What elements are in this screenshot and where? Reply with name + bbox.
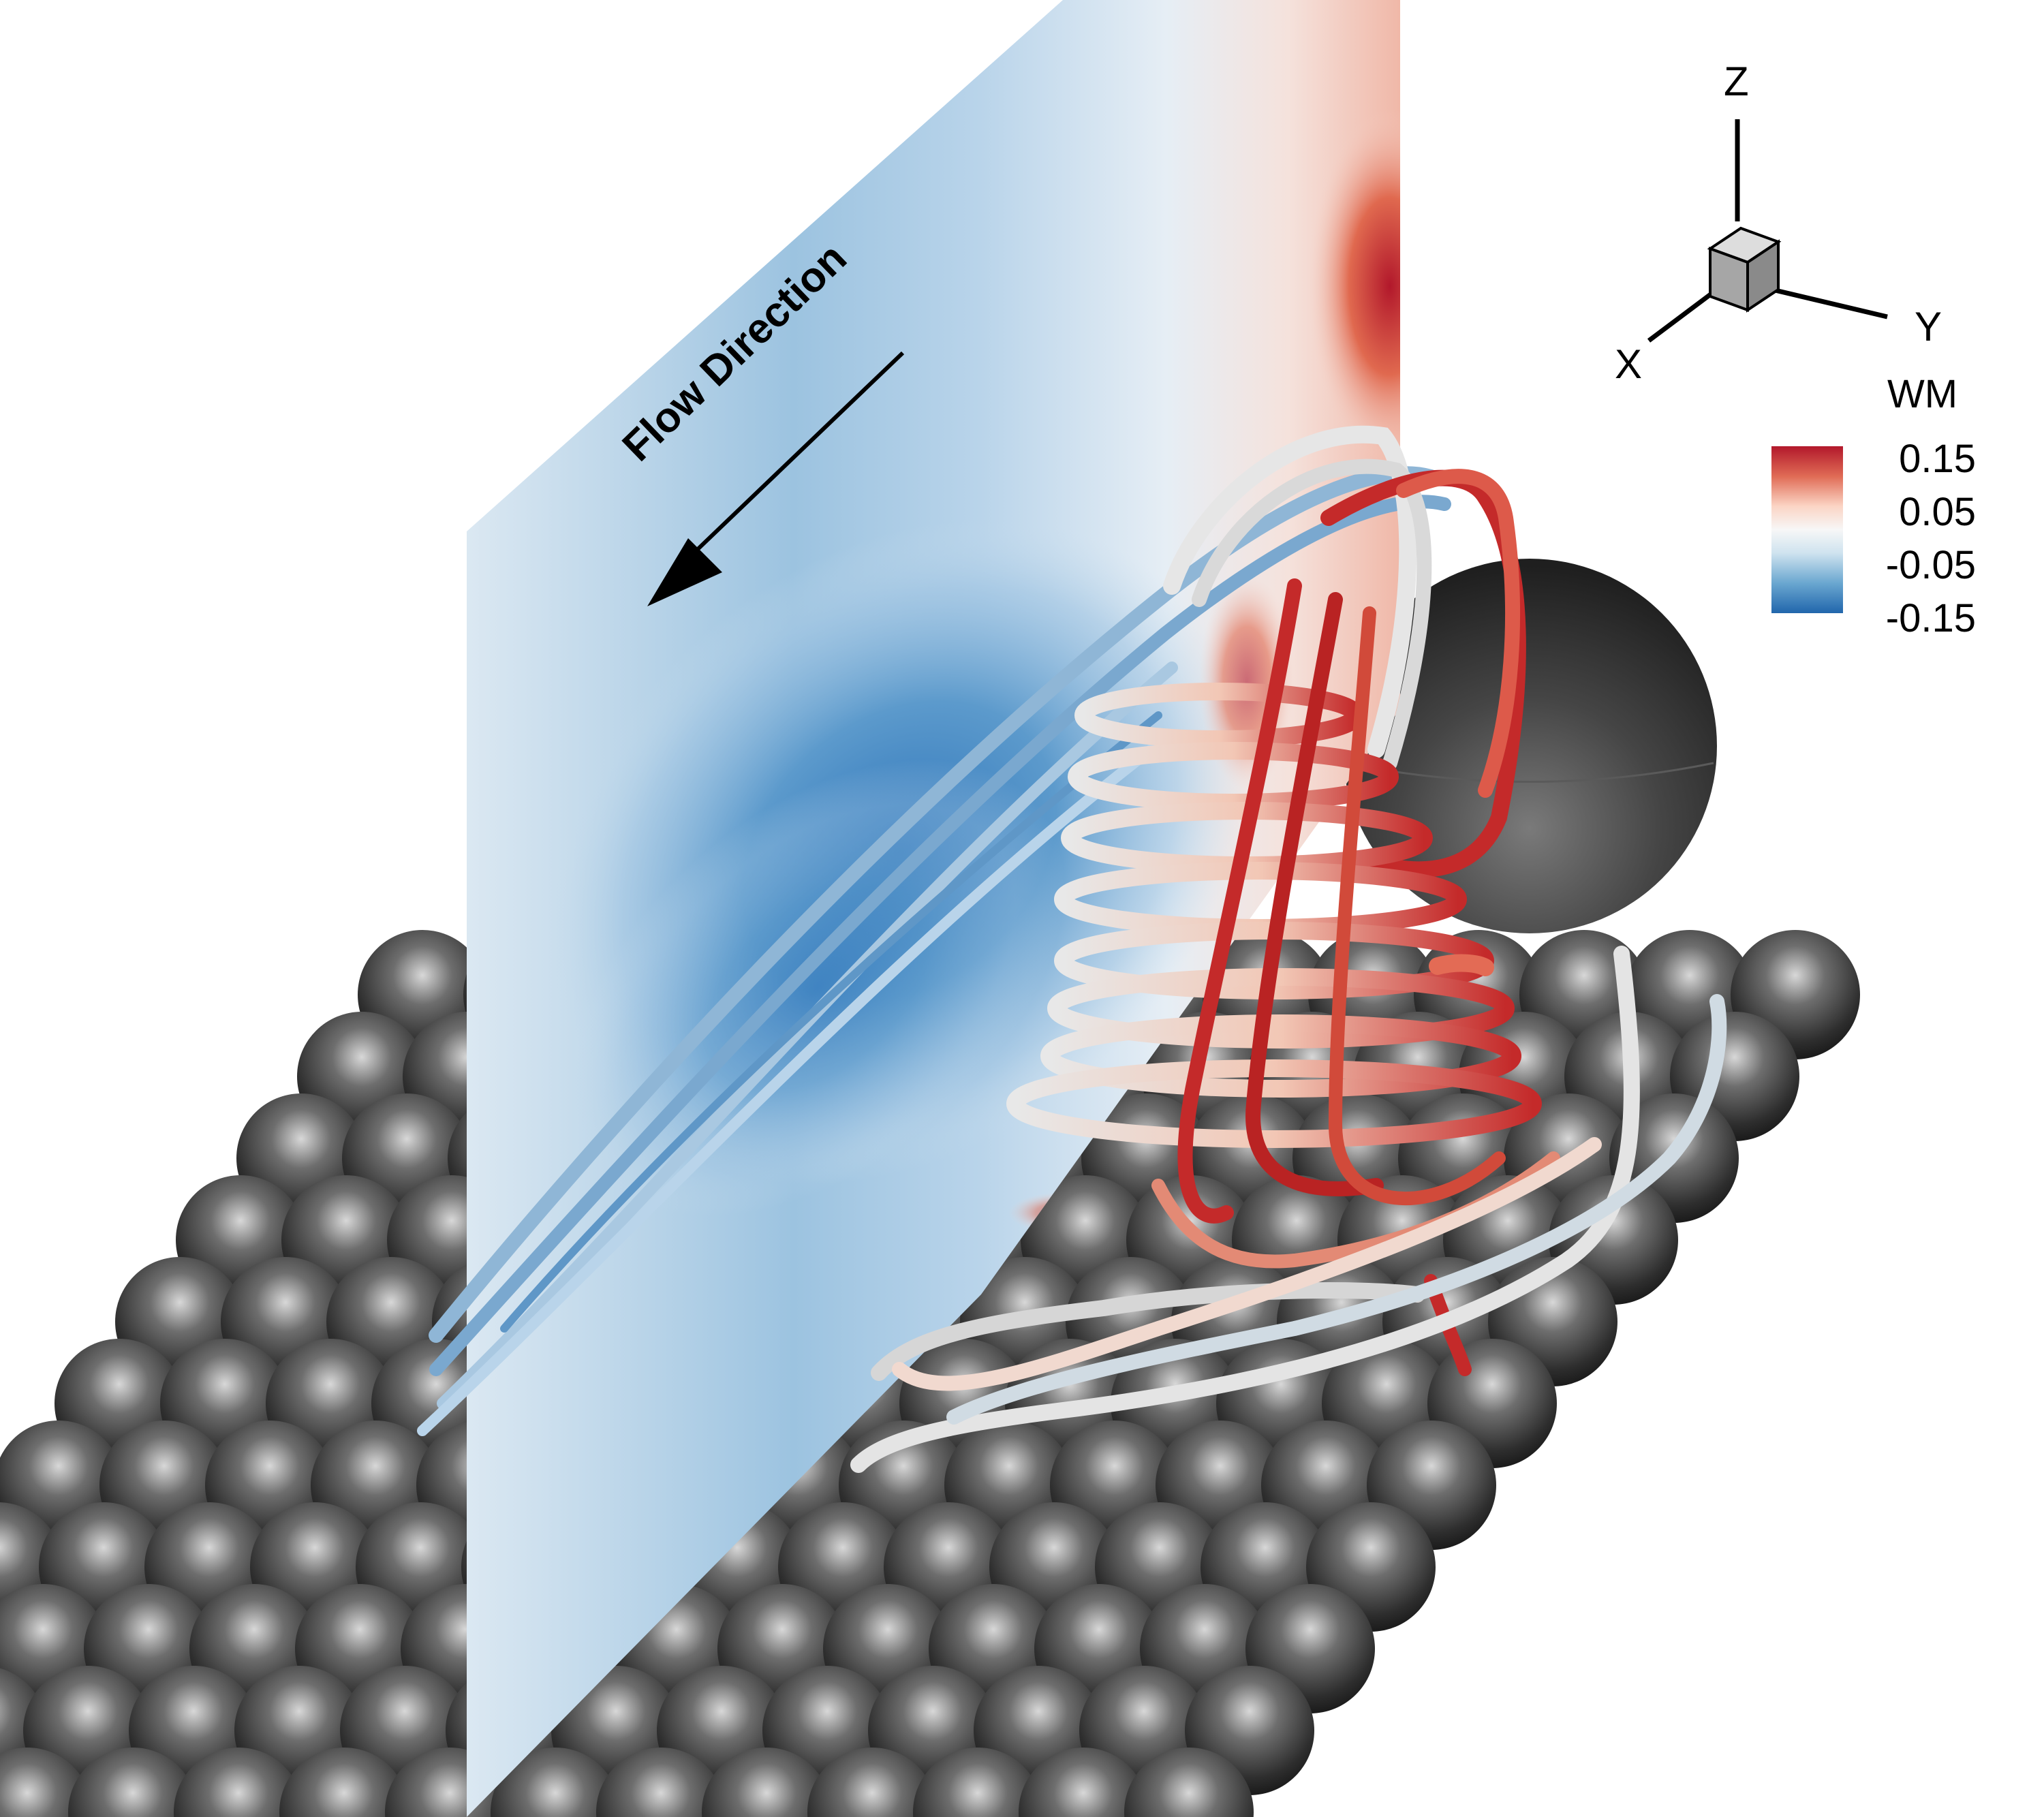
streamtube [1177,578,1302,1224]
streamtube-coil [1047,968,1515,1049]
bed-sphere [279,1748,409,1817]
legend-colorbar [1771,446,1843,613]
bed-sphere [913,1748,1042,1817]
streamtube [871,1282,1425,1381]
axis-x-label: X [1615,341,1643,387]
axis-triad [1647,119,1888,343]
streamtube [500,711,1162,1333]
streamtube [429,466,1438,1343]
legend-tick: -0.05 [1885,543,1976,587]
streamtube-coil [1006,1059,1542,1148]
axis-z-label: Z [1724,59,1749,104]
bed-sphere [0,1748,92,1817]
bed-sphere [491,1748,620,1817]
streamtube [1328,606,1506,1206]
streamtube-coil [1040,1014,1521,1098]
streamtube [1245,592,1384,1196]
streamtube [1429,954,1494,976]
bed-sphere [807,1748,937,1817]
flow-direction-arrow [647,351,905,606]
streamtube [946,994,1727,1425]
legend-tick: 0.05 [1899,490,1976,534]
bed-sphere [1019,1748,1148,1817]
streamtube [429,495,1451,1376]
legend-tick: -0.15 [1885,596,1976,640]
streamtube [1192,459,1432,771]
streamtube [1396,469,1520,798]
bed-sphere [596,1748,726,1817]
bed-sphere [174,1748,303,1817]
legend-title: WM [1887,372,1958,416]
axis-y-label: Y [1915,304,1942,350]
legend-tick: 0.15 [1899,437,1976,481]
bed-sphere [68,1748,198,1817]
streamtubes [417,425,1727,1473]
large-sphere [1342,559,1717,933]
bed-sphere [1124,1748,1254,1817]
streamtube [1163,425,1417,758]
bed-sphere [702,1748,831,1817]
streamtube [892,1137,1602,1391]
streamtube [850,946,1640,1473]
streamtube [437,662,1178,1410]
streamtube [417,744,1157,1436]
